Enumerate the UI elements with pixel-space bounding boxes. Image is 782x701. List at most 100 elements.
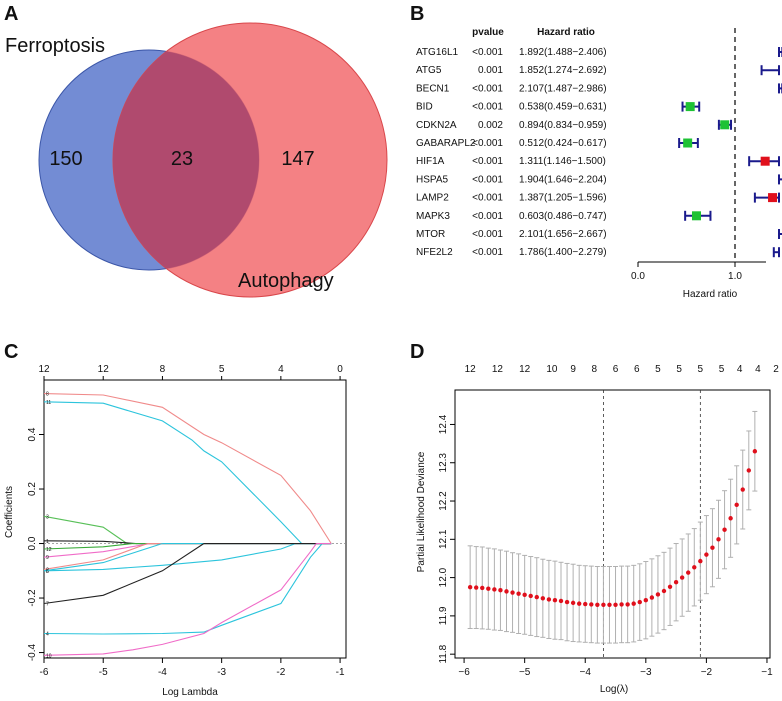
- cv-top-label: 10: [546, 364, 558, 375]
- cv-deviance-point: [510, 590, 515, 595]
- coef-top-tick-label: 0: [337, 364, 343, 375]
- cv-top-label: 4: [755, 364, 761, 375]
- forest-pvalue: <0.001: [472, 138, 503, 149]
- coef-path-series: [43, 393, 332, 544]
- cv-deviance-point: [686, 570, 691, 575]
- cv-deviance-point: [655, 592, 661, 597]
- cv-x-tick-label: −3: [640, 667, 652, 678]
- forest-pvalue: <0.001: [472, 193, 503, 204]
- cv-x-tick-label: −1: [761, 667, 773, 678]
- coef-x-axis-title: Log Lambda: [162, 687, 218, 698]
- cv-y-tick-label: 12.4: [438, 414, 449, 434]
- cv-deviance-point: [637, 599, 642, 605]
- venn-overlap-region: [113, 50, 259, 270]
- forest-gene-label: ATG16L1: [416, 47, 458, 58]
- coef-x-tick-label: -3: [217, 667, 226, 678]
- forest-header-pvalue: pvalue: [472, 27, 504, 38]
- coef-series-label: 1: [46, 539, 49, 545]
- coef-top-tick-label: 12: [38, 364, 50, 375]
- coef-x-tick-label: -6: [40, 667, 49, 678]
- cv-deviance-point: [504, 589, 509, 594]
- forest-x-axis-title: Hazard ratio: [683, 289, 738, 300]
- forest-header-hazard-ratio: Hazard ratio: [537, 27, 595, 38]
- coef-path-series: [43, 542, 296, 572]
- coef-top-tick-label: 12: [98, 364, 110, 375]
- cv-deviance-point: [740, 487, 745, 492]
- cv-top-label: 8: [592, 364, 598, 375]
- coef-series-label: 8: [46, 392, 49, 398]
- cv-deviance-point: [564, 599, 570, 605]
- coef-y-tick-label: 0.4: [27, 427, 38, 441]
- forest-hr-point: [768, 193, 778, 203]
- coef-y-tick-label: 0.0: [27, 536, 38, 550]
- forest-gene-label: NFE2L2: [416, 247, 453, 258]
- forest-hr-text: 1.387(1.205−1.596): [519, 193, 607, 204]
- forest-plot-area: 0.01.02.0: [631, 28, 782, 282]
- cv-deviance-point: [649, 595, 655, 600]
- forest-pvalue: <0.001: [472, 211, 503, 222]
- forest-pvalue: <0.001: [472, 83, 503, 94]
- coef-x-tick-label: -1: [336, 667, 345, 678]
- panel-c: C -6 -5 -4 -3 -2 -1 12 12 8 5 4 0 -0.4 -0.2 0.0 0.2 0.4 8…: [4, 341, 347, 698]
- forest-hr-point: [683, 138, 693, 148]
- panel-b: B pvalue Hazard ratio ATG16L1 <0.001 1.892…: [410, 3, 782, 300]
- venn-count-ferroptosis-only: 150: [49, 148, 82, 170]
- coef-path-series: [43, 542, 133, 550]
- cv-x-tick-label: −5: [519, 667, 531, 678]
- cv-top-label: 5: [655, 364, 661, 375]
- forest-gene-label: BECN1: [416, 83, 450, 94]
- cv-x-axis-title: Log(λ): [600, 684, 628, 695]
- cv-y-tick-label: 11.8: [438, 644, 449, 663]
- coef-series-label: 9: [46, 555, 49, 561]
- cv-deviance-point: [673, 579, 679, 585]
- forest-pvalue: <0.001: [472, 174, 503, 185]
- cv-deviance-point: [625, 602, 630, 607]
- cv-top-label: 12: [519, 364, 531, 375]
- cv-deviance-point: [546, 597, 552, 602]
- coef-series-label: 3: [46, 514, 49, 520]
- forest-pvalue: <0.001: [472, 102, 503, 113]
- forest-hr-text: 2.101(1.656−2.667): [519, 229, 607, 240]
- forest-hr-text: 0.603(0.486−0.747): [519, 211, 607, 222]
- cv-deviance-point: [607, 602, 612, 607]
- cv-top-label: 2: [773, 364, 779, 375]
- panel-label-c: C: [4, 341, 18, 363]
- forest-hr-text: 0.538(0.459−0.631): [519, 102, 607, 113]
- coef-y-axis-title: Coefficients: [4, 486, 15, 538]
- cv-deviance-point: [516, 591, 521, 596]
- coef-x-tick-label: -5: [99, 667, 108, 678]
- forest-hr-text: 1.892(1.488−2.406): [519, 47, 607, 58]
- forest-gene-label: LAMP2: [416, 193, 449, 204]
- forest-x-tick-label: 0.0: [631, 271, 645, 282]
- coef-path-series: [43, 543, 317, 656]
- coef-series-label: 4: [46, 631, 49, 637]
- cv-deviance-point: [492, 587, 497, 592]
- cv-y-tick-label: 12.2: [438, 491, 449, 511]
- cv-deviance-point: [710, 545, 715, 550]
- cv-deviance-point: [746, 468, 751, 473]
- cv-x-tick-label: −4: [580, 667, 592, 678]
- cv-x-tick-label: −6: [458, 667, 470, 678]
- cv-deviance-point: [698, 558, 703, 564]
- coef-y-tick-label: -0.2: [27, 589, 38, 607]
- forest-pvalue: <0.001: [472, 156, 503, 167]
- coef-series-label: 10: [46, 653, 52, 659]
- cv-deviance-point: [558, 598, 564, 604]
- cv-top-label: 9: [570, 364, 576, 375]
- cv-deviance-point: [486, 586, 491, 591]
- forest-hr-text: 0.512(0.424−0.617): [519, 138, 607, 149]
- venn-count-overlap: 23: [171, 148, 193, 170]
- cv-deviance-plot: −6 −5 −4 −3 −2 −1 11.8 11.9 12.0 12.1 12.2 12.3 12.4…: [438, 364, 779, 678]
- cv-top-label: 5: [676, 364, 682, 375]
- cv-deviance-point: [667, 584, 673, 589]
- cv-deviance-point: [722, 527, 727, 532]
- coef-path-series: [43, 542, 151, 558]
- panel-d: D −6 −5 −4 −3 −2 −1 11.8 11.9 12.0 12.1 12.2 12.3 12…: [410, 341, 779, 695]
- venn-label-autophagy: Autophagy: [238, 270, 334, 292]
- cv-deviance-point: [679, 575, 685, 580]
- cv-top-label: 6: [613, 364, 619, 375]
- venn-count-autophagy-only: 147: [281, 148, 314, 170]
- cv-deviance-point: [540, 596, 546, 601]
- forest-pvalue: <0.001: [472, 229, 503, 240]
